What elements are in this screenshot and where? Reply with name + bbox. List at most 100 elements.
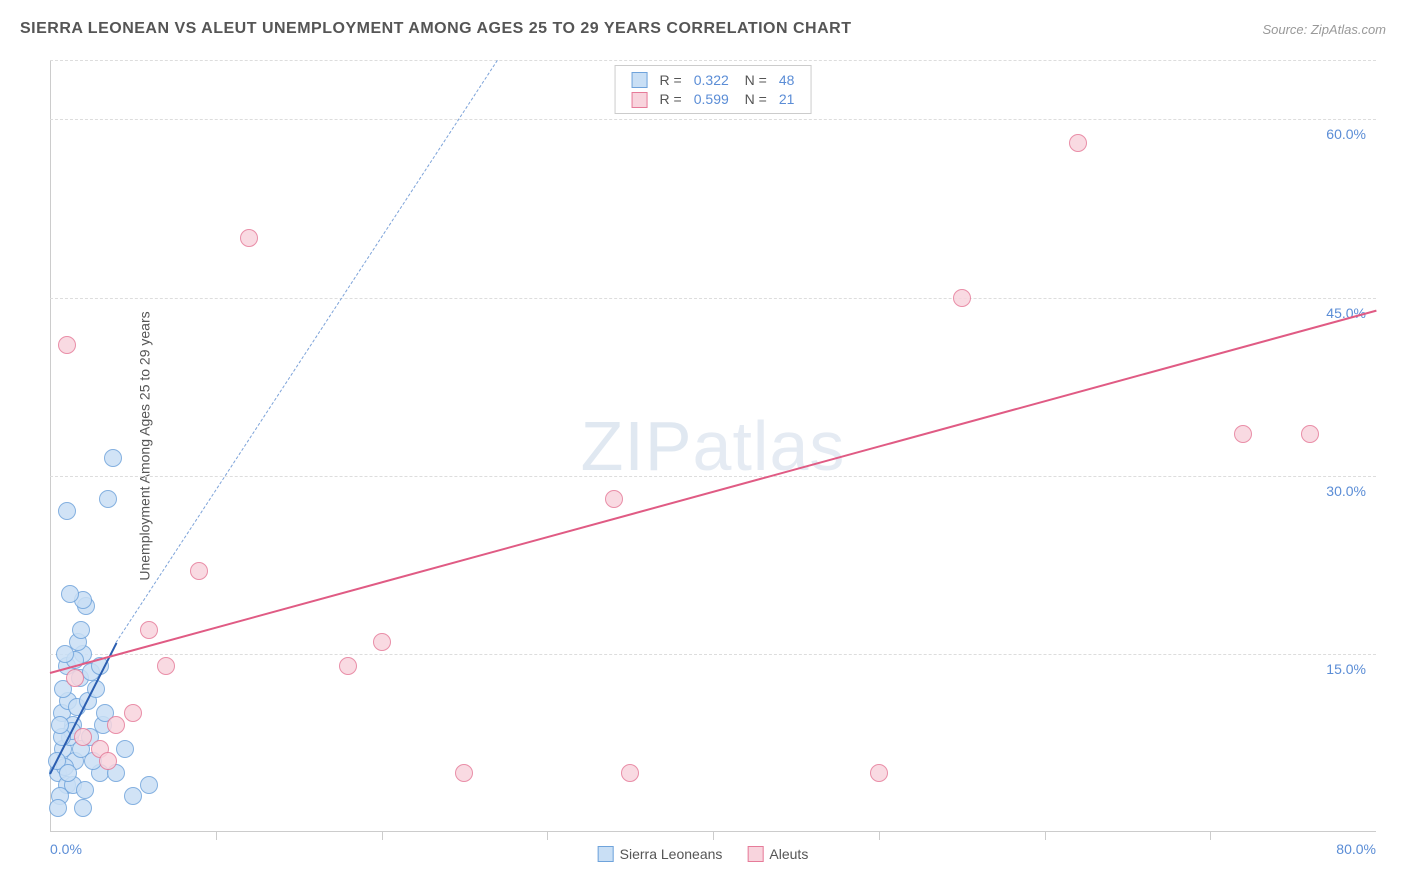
stats-legend: R =0.322 N =48 R =0.599 N =21 <box>615 65 812 114</box>
scatter-point <box>64 776 82 794</box>
scatter-point <box>58 502 76 520</box>
scatter-point <box>56 758 74 776</box>
legend-item: Aleuts <box>747 846 808 862</box>
scatter-point <box>66 752 84 770</box>
scatter-point <box>58 336 76 354</box>
scatter-point <box>54 740 72 758</box>
legend-item: Sierra Leoneans <box>598 846 723 862</box>
y-axis-line <box>50 60 51 832</box>
trend-line <box>116 60 498 643</box>
x-tick <box>879 832 880 840</box>
scatter-point <box>72 621 90 639</box>
scatter-point <box>91 740 109 758</box>
scatter-point <box>87 680 105 698</box>
scatter-point <box>116 740 134 758</box>
legend-r-value: 0.322 <box>688 70 735 89</box>
grid-line-horizontal <box>50 476 1376 477</box>
scatter-point <box>157 657 175 675</box>
scatter-point <box>91 657 109 675</box>
scatter-point <box>74 591 92 609</box>
x-tick <box>216 832 217 840</box>
x-tick <box>382 832 383 840</box>
scatter-point <box>140 621 158 639</box>
watermark: ZIPatlas <box>581 406 846 486</box>
scatter-point <box>1234 425 1252 443</box>
legend-label: Sierra Leoneans <box>620 846 723 862</box>
scatter-point <box>91 764 109 782</box>
scatter-point <box>63 722 81 740</box>
source-attribution: Source: ZipAtlas.com <box>1262 22 1386 37</box>
scatter-plot: ZIPatlas 15.0%30.0%45.0%60.0%0.0%80.0%R … <box>50 60 1376 832</box>
scatter-point <box>49 764 67 782</box>
scatter-point <box>99 490 117 508</box>
scatter-point <box>1069 134 1087 152</box>
x-tick-label-min: 0.0% <box>50 841 82 857</box>
legend-r-label: R = <box>654 70 688 89</box>
scatter-point <box>1301 425 1319 443</box>
legend-swatch <box>747 846 763 862</box>
x-tick-label-max: 80.0% <box>1336 841 1376 857</box>
y-tick-label: 30.0% <box>1326 483 1366 499</box>
scatter-point <box>605 490 623 508</box>
x-tick <box>1210 832 1211 840</box>
legend-r-value: 0.599 <box>688 89 735 108</box>
scatter-point <box>54 680 72 698</box>
x-tick <box>1045 832 1046 840</box>
scatter-point <box>59 692 77 710</box>
legend-label: Aleuts <box>769 846 808 862</box>
scatter-point <box>870 764 888 782</box>
scatter-point <box>53 704 71 722</box>
scatter-point <box>455 764 473 782</box>
legend-swatch <box>632 72 648 88</box>
scatter-point <box>49 799 67 817</box>
y-tick-label: 15.0% <box>1326 661 1366 677</box>
scatter-point <box>69 633 87 651</box>
legend-n-value: 48 <box>773 70 801 89</box>
scatter-point <box>94 716 112 734</box>
y-tick-label: 60.0% <box>1326 126 1366 142</box>
scatter-point <box>59 764 77 782</box>
scatter-point <box>58 776 76 794</box>
legend-swatch <box>598 846 614 862</box>
x-tick <box>547 832 548 840</box>
scatter-point <box>96 704 114 722</box>
grid-line-horizontal <box>50 298 1376 299</box>
scatter-point <box>58 657 76 675</box>
legend-n-label: N = <box>735 70 773 89</box>
scatter-point <box>621 764 639 782</box>
scatter-point <box>373 633 391 651</box>
scatter-point <box>79 692 97 710</box>
scatter-point <box>74 728 92 746</box>
scatter-point <box>190 562 208 580</box>
scatter-point <box>99 752 117 770</box>
scatter-point <box>84 752 102 770</box>
scatter-point <box>61 585 79 603</box>
scatter-point <box>240 229 258 247</box>
legend-swatch <box>632 92 648 108</box>
scatter-point <box>107 764 125 782</box>
scatter-point <box>124 787 142 805</box>
grid-line-horizontal <box>50 654 1376 655</box>
scatter-point <box>66 669 84 687</box>
scatter-point <box>104 449 122 467</box>
grid-line-horizontal <box>50 60 1376 61</box>
scatter-point <box>339 657 357 675</box>
scatter-point <box>61 728 79 746</box>
y-tick-label: 45.0% <box>1326 305 1366 321</box>
trend-line <box>49 643 117 775</box>
x-tick <box>713 832 714 840</box>
scatter-point <box>64 716 82 734</box>
legend-r-label: R = <box>654 89 688 108</box>
trend-line <box>50 309 1377 673</box>
chart-title: SIERRA LEONEAN VS ALEUT UNEMPLOYMENT AMO… <box>20 20 851 38</box>
scatter-point <box>76 781 94 799</box>
scatter-point <box>71 669 89 687</box>
scatter-point <box>140 776 158 794</box>
scatter-point <box>74 799 92 817</box>
legend-n-value: 21 <box>773 89 801 108</box>
scatter-point <box>82 663 100 681</box>
scatter-point <box>51 787 69 805</box>
legend-bottom: Sierra Leoneans Aleuts <box>598 846 809 862</box>
scatter-point <box>53 728 71 746</box>
legend-n-label: N = <box>735 89 773 108</box>
